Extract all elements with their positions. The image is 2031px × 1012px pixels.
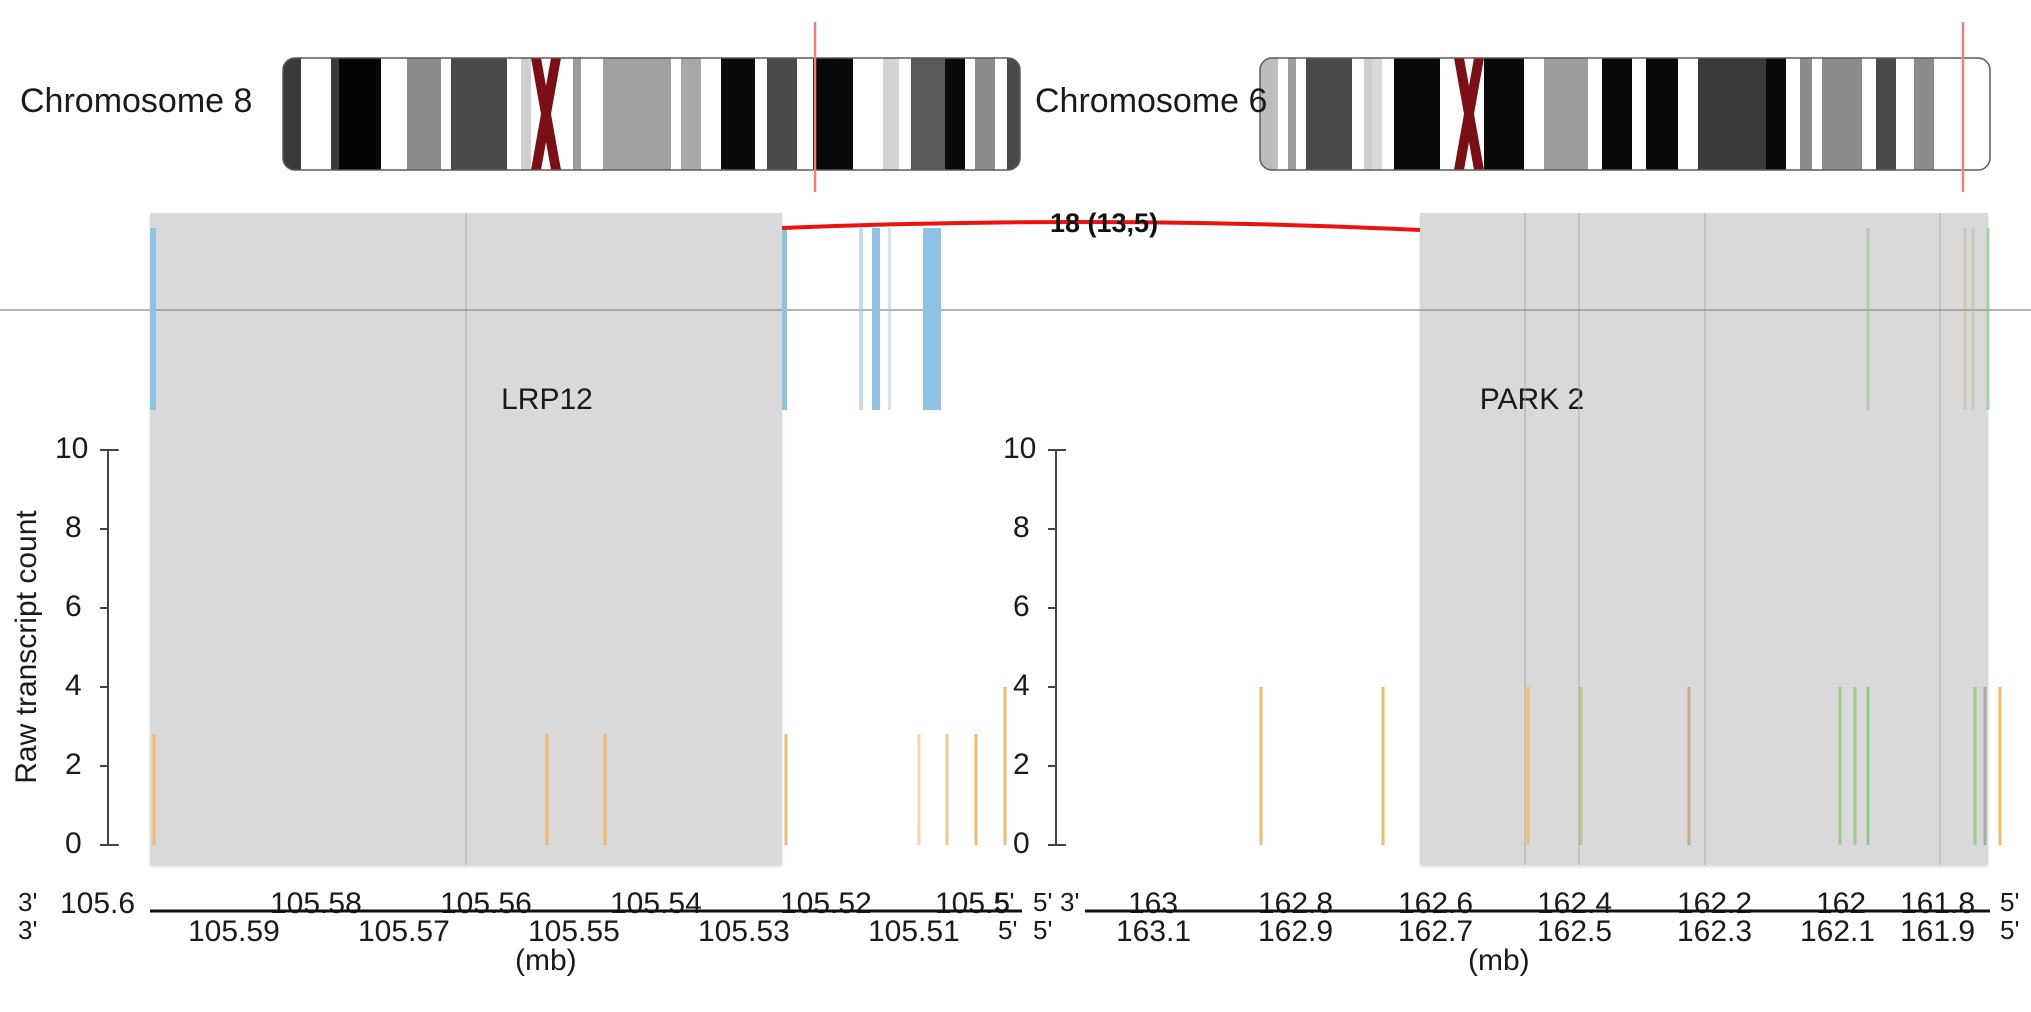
svg-text:18 (13,5): 18 (13,5)	[1050, 208, 1158, 238]
